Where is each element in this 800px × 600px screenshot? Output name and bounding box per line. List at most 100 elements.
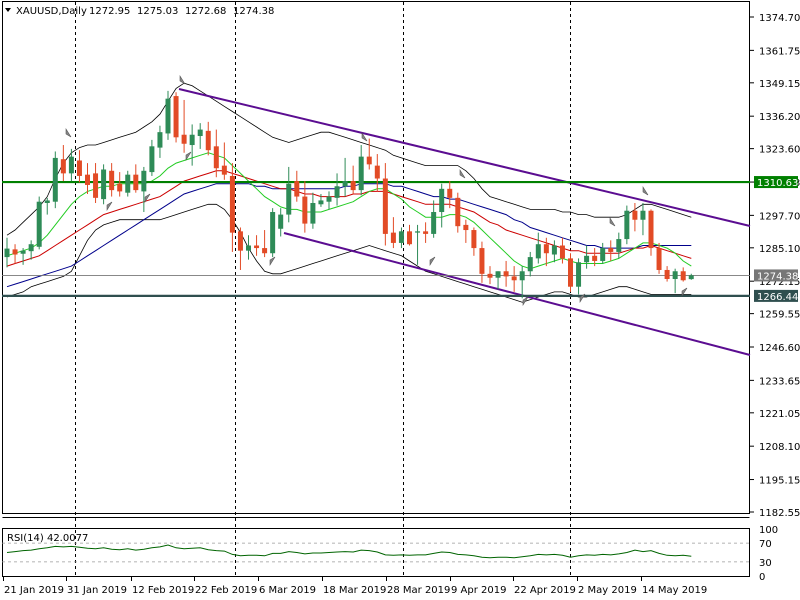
support-level-box bbox=[754, 289, 798, 302]
candle-body bbox=[173, 96, 179, 138]
price-tick-label: 1259.55 bbox=[759, 310, 800, 321]
resistance-level-box bbox=[754, 176, 798, 189]
time-tick-label: 9 Apr 2019 bbox=[451, 585, 506, 596]
candle bbox=[254, 235, 260, 256]
bollinger-upper bbox=[6, 82, 692, 236]
candle-body bbox=[415, 231, 421, 233]
moving-average-blue bbox=[6, 183, 692, 288]
candle-body bbox=[664, 269, 670, 279]
candle bbox=[197, 123, 203, 149]
candle bbox=[463, 219, 469, 243]
chart-header: XAUUSD,Daily 1272.95 1275.03 1272.68 127… bbox=[5, 6, 274, 17]
candle bbox=[431, 200, 437, 238]
channel-lower-line bbox=[283, 232, 751, 356]
candle-body bbox=[149, 146, 155, 173]
candle-body bbox=[93, 173, 99, 198]
candle-body bbox=[688, 275, 694, 280]
price-tick-label: 1297.70 bbox=[759, 211, 800, 222]
candle bbox=[278, 208, 284, 237]
fractal-arrow-icon bbox=[106, 201, 113, 212]
candle bbox=[318, 193, 324, 207]
price-tick-label: 1182.55 bbox=[759, 508, 800, 519]
price-tick-label: 1349.15 bbox=[759, 79, 800, 90]
candle-body bbox=[237, 231, 243, 251]
candle-body bbox=[576, 262, 582, 287]
candle-body bbox=[141, 170, 147, 192]
fractal-arrow-icon bbox=[681, 287, 688, 298]
fractal-arrow-icon bbox=[179, 74, 186, 85]
fractal-arrow-icon bbox=[361, 131, 368, 142]
fractal-arrow-icon bbox=[579, 293, 586, 304]
candle bbox=[20, 248, 26, 265]
candle bbox=[366, 138, 372, 170]
candle bbox=[616, 232, 622, 259]
symbol-label: XAUUSD,Daily bbox=[16, 6, 87, 17]
candle-body bbox=[229, 175, 235, 233]
candle bbox=[101, 164, 107, 205]
candle-body bbox=[85, 174, 90, 185]
candle bbox=[600, 242, 606, 264]
candle bbox=[117, 172, 123, 197]
dropdown-triangle-icon[interactable] bbox=[5, 8, 11, 12]
candle-body bbox=[584, 255, 590, 263]
candle-body bbox=[423, 231, 429, 234]
candle bbox=[141, 166, 147, 213]
price-axis: 1374.70 1361.75 1349.15 1336.20 1323.60 1310.… bbox=[750, 13, 800, 519]
candle bbox=[133, 164, 139, 193]
close-value: 1274.38 bbox=[233, 6, 274, 17]
rsi-tick-label: 0 bbox=[759, 572, 765, 583]
candle bbox=[398, 227, 404, 249]
rsi-plot-frame bbox=[2, 528, 750, 577]
fractal-arrow-icon bbox=[642, 185, 649, 196]
candle bbox=[68, 148, 74, 182]
candle bbox=[229, 163, 235, 252]
candle-body bbox=[286, 183, 292, 215]
candle-body bbox=[551, 245, 557, 255]
moving-average-red bbox=[6, 170, 692, 267]
price-tick-label: 1208.10 bbox=[759, 442, 800, 453]
candle bbox=[60, 145, 66, 182]
candle bbox=[551, 240, 557, 263]
candle bbox=[382, 163, 388, 246]
candle bbox=[125, 170, 131, 197]
fractal-arrow-icon bbox=[609, 216, 616, 227]
candle-body bbox=[20, 250, 26, 254]
candle bbox=[334, 173, 340, 206]
candle-body bbox=[463, 224, 469, 231]
candle bbox=[109, 163, 115, 197]
candle-body bbox=[543, 244, 549, 254]
high-value: 1275.03 bbox=[137, 6, 178, 17]
main-plot-frame bbox=[2, 1, 750, 514]
candle-body bbox=[350, 181, 356, 191]
candle bbox=[189, 124, 195, 166]
candle bbox=[543, 237, 549, 267]
candle bbox=[439, 183, 445, 228]
time-tick-label: 31 Jan 2019 bbox=[67, 585, 127, 596]
candle bbox=[503, 260, 509, 287]
time-tick-label: 22 Feb 2019 bbox=[195, 585, 257, 596]
candle-body bbox=[254, 245, 260, 249]
candle bbox=[471, 227, 477, 256]
candle bbox=[559, 237, 565, 264]
candle-body bbox=[608, 248, 614, 252]
candle bbox=[527, 251, 533, 277]
candle bbox=[270, 208, 276, 258]
time-tick-label: 14 May 2019 bbox=[642, 585, 707, 596]
candle-body bbox=[326, 196, 332, 202]
candle bbox=[173, 92, 179, 143]
candle bbox=[326, 191, 332, 210]
time-tick-label: 22 Apr 2019 bbox=[514, 585, 576, 596]
candle-body bbox=[374, 165, 380, 179]
candle bbox=[358, 145, 364, 196]
candle-body bbox=[600, 248, 606, 261]
candle bbox=[302, 181, 308, 233]
candle bbox=[205, 121, 211, 156]
price-tick-label: 1336.20 bbox=[759, 112, 800, 123]
candle bbox=[76, 150, 82, 183]
resistance-level-label: 1310.63 bbox=[757, 178, 798, 189]
candle bbox=[519, 266, 525, 299]
candle-body bbox=[334, 186, 340, 198]
candle bbox=[407, 224, 412, 246]
price-tick-label: 1221.05 bbox=[759, 409, 800, 420]
